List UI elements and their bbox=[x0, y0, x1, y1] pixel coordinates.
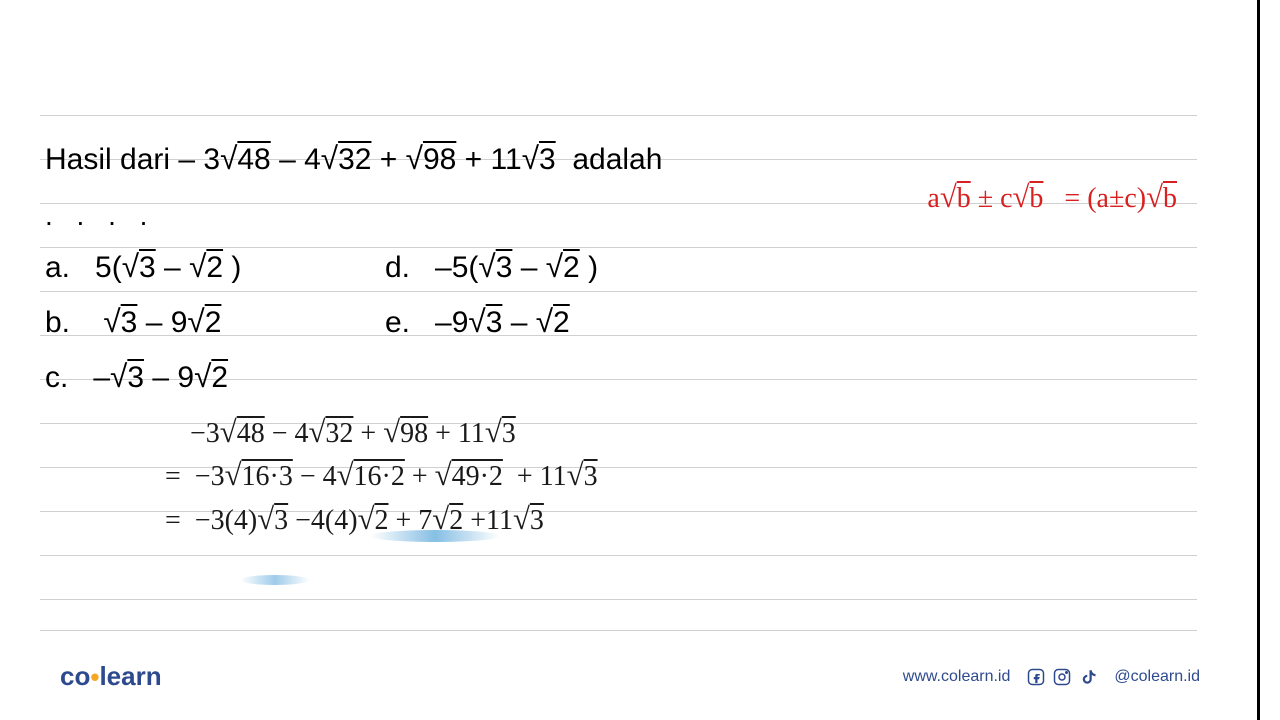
logo-learn: learn bbox=[99, 661, 161, 691]
option-a: a. 5(√3 – √2 ) bbox=[45, 248, 385, 285]
work-line-1: −3√48 − 4√32 + √98 + 11√3 bbox=[190, 415, 516, 450]
brand-logo: co•learn bbox=[60, 661, 162, 692]
eraser-smudge-2 bbox=[240, 575, 310, 585]
social-icons bbox=[1026, 667, 1098, 687]
formula-rule: a√b ± c√b = (a±c)√b bbox=[927, 180, 1177, 215]
answer-options: a. 5(√3 – √2 ) d. –5(√3 – √2 ) b. √3 – 9… bbox=[45, 248, 725, 413]
instagram-icon bbox=[1052, 667, 1072, 687]
footer-right: www.colearn.id @colearn.id bbox=[903, 667, 1200, 687]
facebook-icon bbox=[1026, 667, 1046, 687]
footer-url: www.colearn.id bbox=[903, 668, 1011, 686]
logo-co: co bbox=[60, 661, 90, 691]
footer: co•learn www.colearn.id @colearn.id bbox=[0, 661, 1260, 692]
content-area: Hasil dari – 3√48 – 4√32 + √98 + 11√3 ad… bbox=[0, 0, 1260, 720]
option-c: c. –√3 – 9√2 bbox=[45, 358, 385, 395]
option-d: d. –5(√3 – √2 ) bbox=[385, 248, 725, 285]
question-dots: . . . . bbox=[45, 200, 155, 232]
logo-dot-icon: • bbox=[90, 662, 99, 693]
work-line-2: = −3√16·3 − 4√16·2 + √49·2 + 11√3 bbox=[165, 458, 598, 493]
option-b: b. √3 – 9√2 bbox=[45, 303, 385, 340]
question-text: Hasil dari – 3√48 – 4√32 + √98 + 11√3 ad… bbox=[45, 140, 662, 177]
footer-handle: @colearn.id bbox=[1114, 668, 1200, 686]
option-e: e. –9√3 – √2 bbox=[385, 303, 725, 340]
tiktok-icon bbox=[1078, 667, 1098, 687]
eraser-smudge bbox=[370, 530, 500, 542]
